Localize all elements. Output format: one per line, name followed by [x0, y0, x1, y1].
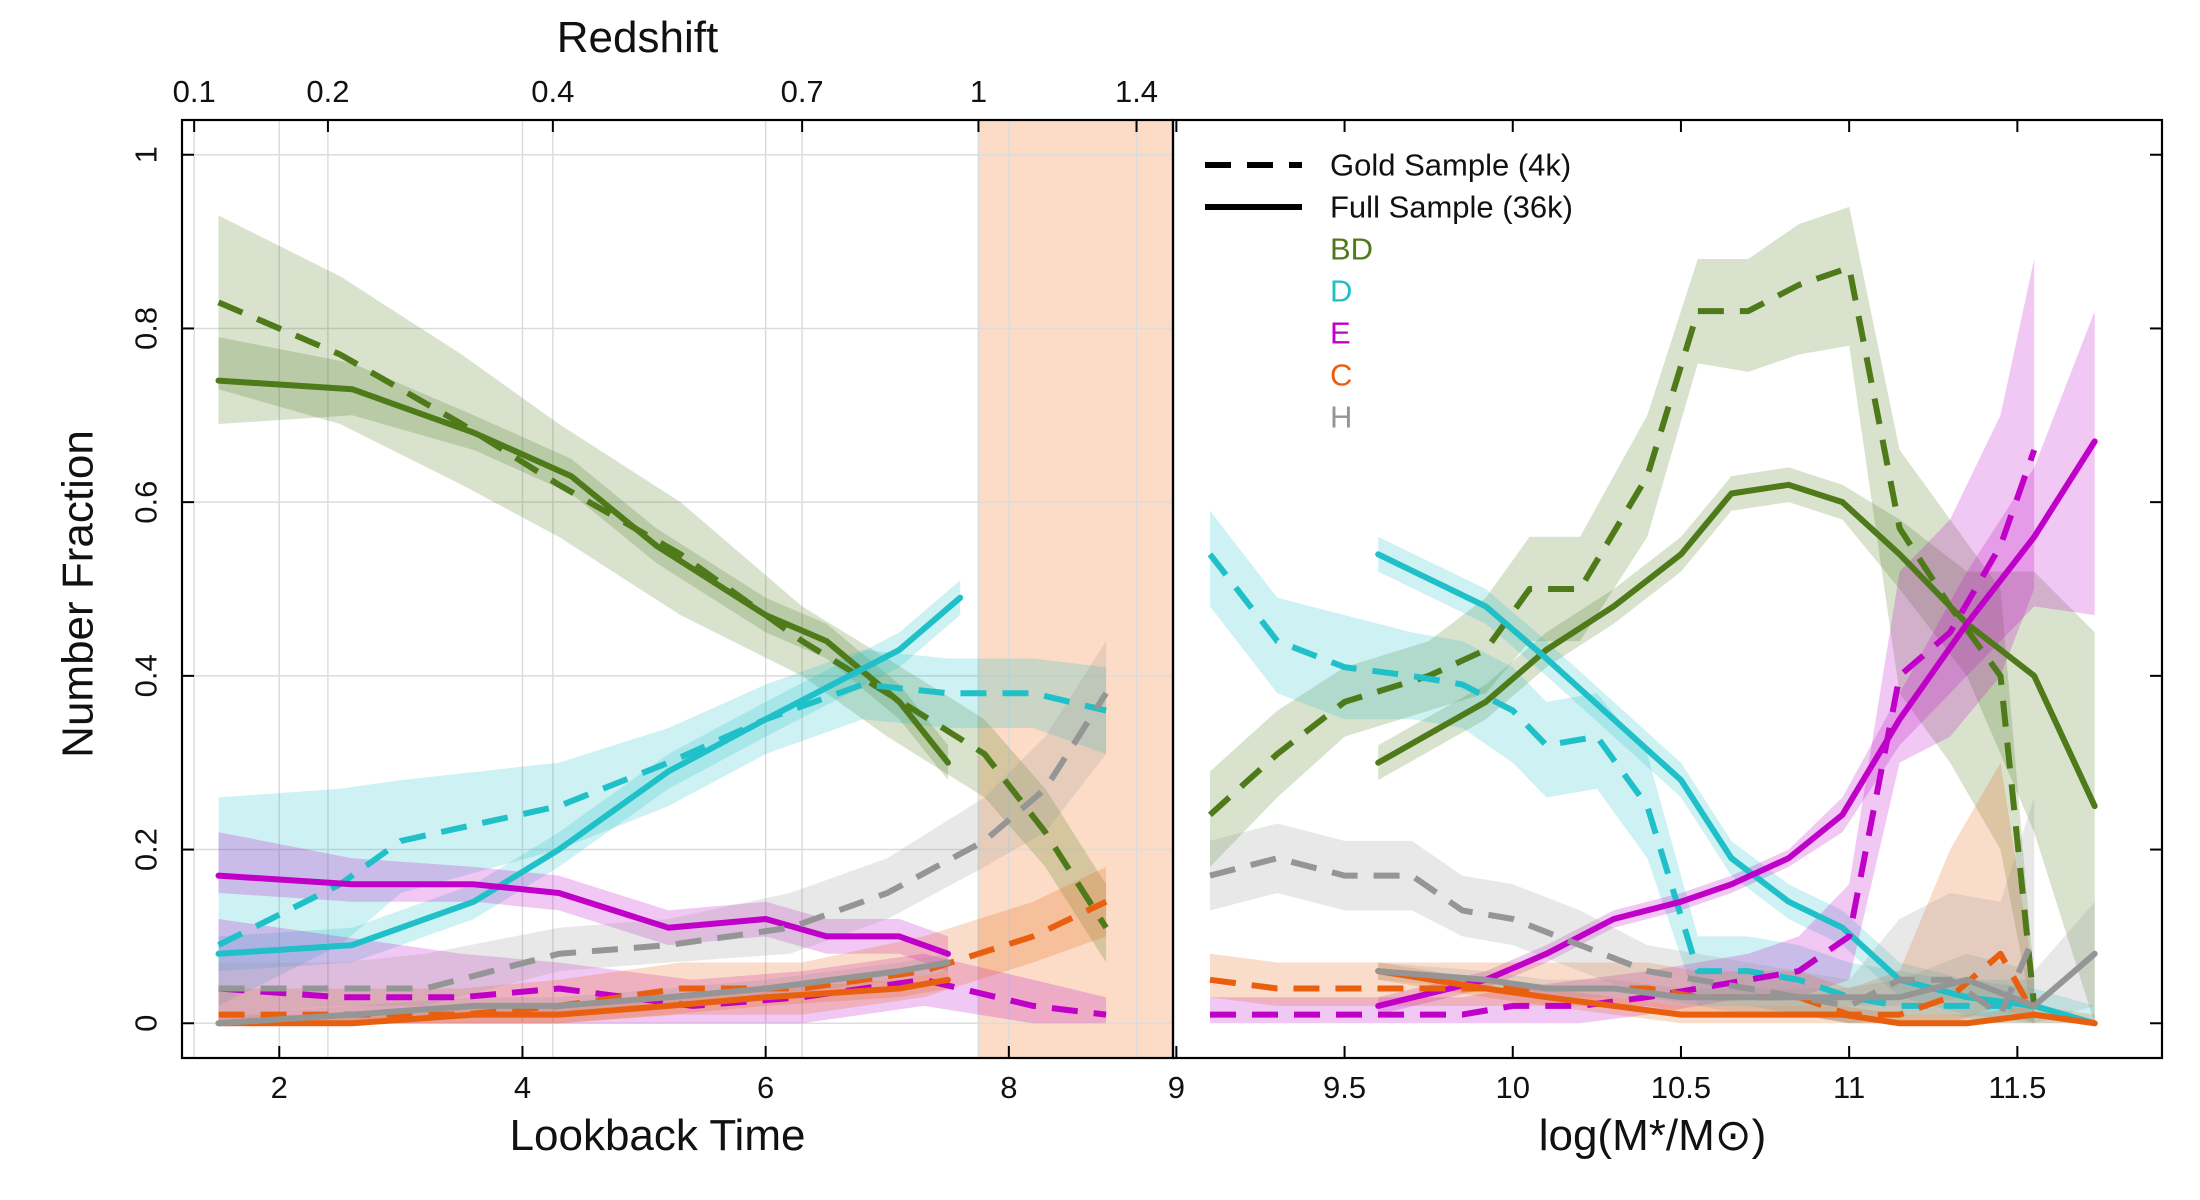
y-tick-label: 0.6 [129, 481, 164, 524]
redshift-tick-label: 1.4 [1115, 74, 1158, 109]
series-line-h-full [1375, 950, 2098, 1009]
band-d-gold [1210, 510, 2035, 1024]
band-c-gold [218, 866, 1107, 1024]
y-tick-label: 0 [129, 1015, 164, 1032]
band-c-gold [1210, 762, 2035, 1024]
series-line-c-full [215, 976, 951, 1027]
x-tick-label: 2 [271, 1070, 288, 1105]
band-d-gold [218, 649, 1107, 1006]
x-tick-label: 10 [1496, 1070, 1530, 1105]
series-line-bd-gold [1207, 264, 2038, 1007]
band-d-full [218, 580, 961, 972]
series-line-d-full [215, 594, 964, 957]
series-line-c-gold [1209, 950, 2037, 1018]
redshift-tick-label: 0.7 [781, 74, 824, 109]
band-d-full [1378, 536, 2095, 1024]
plot-area [215, 215, 1109, 1027]
legend-label: Full Sample (36k) [1330, 190, 1573, 225]
redshift-axis-title: Redshift [557, 13, 718, 62]
band-bd-full [1378, 467, 2095, 1024]
band-h-full [218, 953, 948, 1024]
y-tick-label: 1 [129, 146, 164, 163]
x-tick-label: 9.5 [1323, 1070, 1366, 1105]
legend-class-bd: BD [1330, 232, 1373, 267]
legend-class-e: E [1330, 316, 1351, 351]
panel-frame [1171, 118, 2164, 1060]
x-tick-label: 8 [1000, 1070, 1017, 1105]
band-e-full [1378, 311, 2095, 1015]
x-tick-label: 11.5 [1988, 1070, 2046, 1105]
y-tick-label: 0.4 [129, 654, 164, 697]
x-axis-title: Lookback Time [510, 1111, 806, 1160]
series-line-bd-full [1375, 481, 2098, 810]
highlight-span [977, 119, 1174, 1059]
x-tick-label: 10.5 [1651, 1070, 1711, 1105]
x-tick-label: 4 [514, 1070, 531, 1105]
series-line-bd-full [215, 377, 951, 766]
series-line-c-full [1375, 968, 2098, 1027]
x-tick-label: 9 [1168, 1070, 1185, 1105]
series-line-d-gold [217, 681, 1107, 948]
legend-class-c: C [1330, 358, 1352, 393]
band-h-gold [1210, 797, 2035, 1024]
y-tick-label: 0.8 [129, 307, 164, 350]
series-line-d-gold [1207, 552, 2035, 1009]
series-line-h-gold [1209, 855, 2037, 1018]
x-tick-label: 6 [757, 1070, 774, 1105]
series-line-c-gold [218, 898, 1108, 1018]
x-axis-title: log(M*/M⊙) [1539, 1111, 1767, 1160]
left-panel: 2 4 6 8 0 0.2 0.4 0.6 0.8 1 0.1 0.2 0.4 0.7 1 1.4 Redshi… [54, 13, 1175, 1160]
series-line-h-full [215, 959, 951, 1027]
plot-area [1207, 206, 2098, 1027]
legend-class-h: H [1330, 400, 1352, 435]
legend-label: Gold Sample (4k) [1330, 148, 1571, 183]
redshift-tick-label: 0.1 [173, 74, 216, 109]
series-line-e-full [215, 872, 951, 957]
series-line-e-full [1375, 438, 2098, 1009]
legend-class-d: D [1330, 274, 1352, 309]
redshift-tick-label: 0.4 [531, 74, 574, 109]
series-line-h-gold [218, 691, 1109, 992]
redshift-tick-label: 1 [970, 74, 987, 109]
right-panel: 9 9.5 10 10.5 11 11.5 log(M*/M⊙) [1168, 118, 2164, 1160]
band-bd-full [218, 337, 948, 781]
y-tick-label: 0.2 [129, 828, 164, 871]
band-bd-gold [218, 215, 1107, 963]
band-h-gold [218, 641, 1107, 1015]
x-tick-label: 11 [1833, 1070, 1865, 1105]
redshift-tick-label: 0.2 [306, 74, 349, 109]
y-axis-title: Number Fraction [54, 430, 103, 758]
